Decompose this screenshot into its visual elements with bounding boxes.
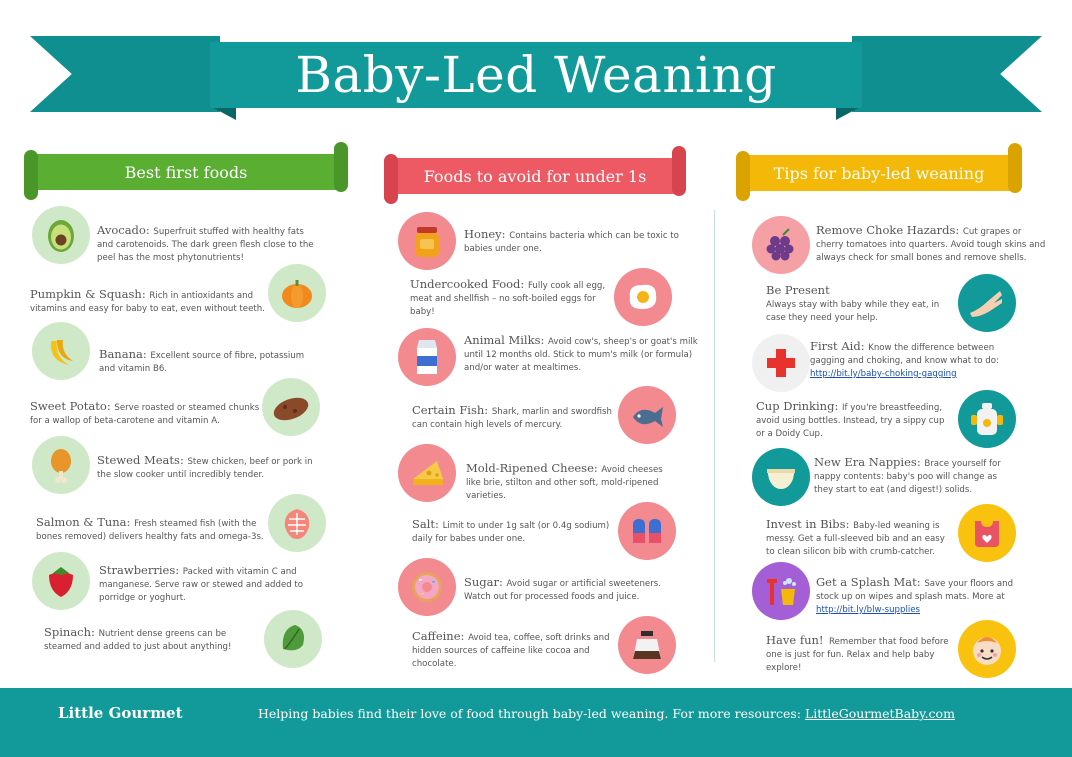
honey-jar-icon [398,212,456,270]
grapes-icon [752,216,810,274]
list-item: Stewed Meats: Stew chicken, beef or pork… [97,453,313,481]
footer-brand: Little Gourmet [58,704,183,722]
list-item: Certain Fish: Shark, marlin and swordfis… [412,403,612,431]
column-divider [714,210,715,662]
list-item: Honey: Contains bacteria which can be to… [464,227,679,255]
ribbon-main: Baby-Led Weaning [210,42,862,108]
avocado-icon [32,206,90,264]
scroll-roll-right [334,142,348,192]
first-aid-cross-icon [752,334,810,392]
list-item: Salmon & Tuna: Fresh steamed fish (with … [36,515,264,543]
avoid-foods-header: Foods to avoid for under 1s [384,146,686,204]
list-item: Mold-Ripened Cheese: Avoid cheeses like … [466,461,663,502]
footer-tagline: Helping babies find their love of food t… [258,706,955,721]
page-title: Baby-Led Weaning [295,46,777,104]
milk-carton-icon [398,328,456,386]
sippy-cup-icon [958,390,1016,448]
avoid-foods-heading: Foods to avoid for under 1s [423,166,647,186]
footer: Little Gourmet Helping babies find their… [0,688,1072,757]
ribbon-right-tail [852,36,1042,112]
bib-icon [958,504,1016,562]
ribbon-left-tail [30,36,220,112]
list-item: Strawberries: Packed with vitamin C and … [99,563,304,604]
spinach-icon [264,610,322,668]
list-item: Spinach: Nutrient dense greens can be st… [44,625,232,653]
fried-egg-icon [614,268,672,326]
list-item: Be Present Always stay with baby while th… [766,283,940,324]
website-link[interactable]: LittleGourmetBaby.com [804,706,955,721]
cheese-icon [398,444,456,502]
ribbon-right-fold [836,106,862,120]
list-item: Invest in Bibs: Baby-led weaning is mess… [766,517,945,558]
cleaning-icon [752,562,810,620]
list-item: Get a Splash Mat: Save your floors and s… [816,575,1014,616]
list-item: Animal Milks: Avoid cow's, sheep's or go… [464,333,698,374]
list-item: Undercooked Food: Fully cook all egg, me… [410,277,606,318]
title-banner: Baby-Led Weaning [30,30,1042,130]
scroll-roll-left [384,154,398,204]
list-item: Cup Drinking: If you're breastfeeding, a… [756,399,945,440]
sweet-potato-icon [262,378,320,436]
best-foods-heading: Best first foods [124,162,248,182]
list-item: Sweet Potato: Serve roasted or steamed c… [30,399,260,427]
list-item: Sugar: Avoid sugar or artificial sweeten… [464,575,661,603]
scroll-roll-left [24,150,38,200]
list-item: Pumpkin & Squash: Rich in antioxidants a… [30,287,265,315]
tips-header: Tips for baby-led weaning [736,143,1022,201]
salmon-icon [268,494,326,552]
donut-icon [398,558,456,616]
best-foods-header: Best first foods [24,142,348,200]
scroll-roll-right [672,146,686,196]
fish-icon [618,386,676,444]
banana-icon [32,322,90,380]
baby-face-icon [958,620,1016,678]
list-item: Caffeine: Avoid tea, coffee, soft drinks… [412,629,610,670]
list-item: Salt: Limit to under 1g salt (or 0.4g so… [412,517,610,545]
list-item: First Aid: Know the difference between g… [810,339,999,380]
strawberry-icon [32,552,90,610]
nappy-icon [752,448,810,506]
list-item: Have fun! Remember that food before one … [766,633,949,674]
list-item: Remove Choke Hazards: Cut grapes or cher… [816,223,1046,264]
salt-shakers-icon [618,502,676,560]
scroll-roll-right [1008,143,1022,193]
scroll-roll-left [736,151,750,201]
blw-supplies-link[interactable]: http://bit.ly/blw-supplies [816,605,920,615]
coffee-pot-icon [618,616,676,674]
hands-icon [958,274,1016,332]
choking-gagging-link[interactable]: http://bit.ly/baby-choking-gagging [810,369,957,379]
drumstick-icon [32,436,90,494]
list-item: New Era Nappies: Brace yourself for napp… [814,455,1001,496]
tips-heading: Tips for baby-led weaning [773,163,985,183]
pumpkin-icon [268,264,326,322]
list-item: Avocado: Superfruit stuffed with healthy… [97,223,314,264]
list-item: Banana: Excellent source of fibre, potas… [99,347,305,375]
